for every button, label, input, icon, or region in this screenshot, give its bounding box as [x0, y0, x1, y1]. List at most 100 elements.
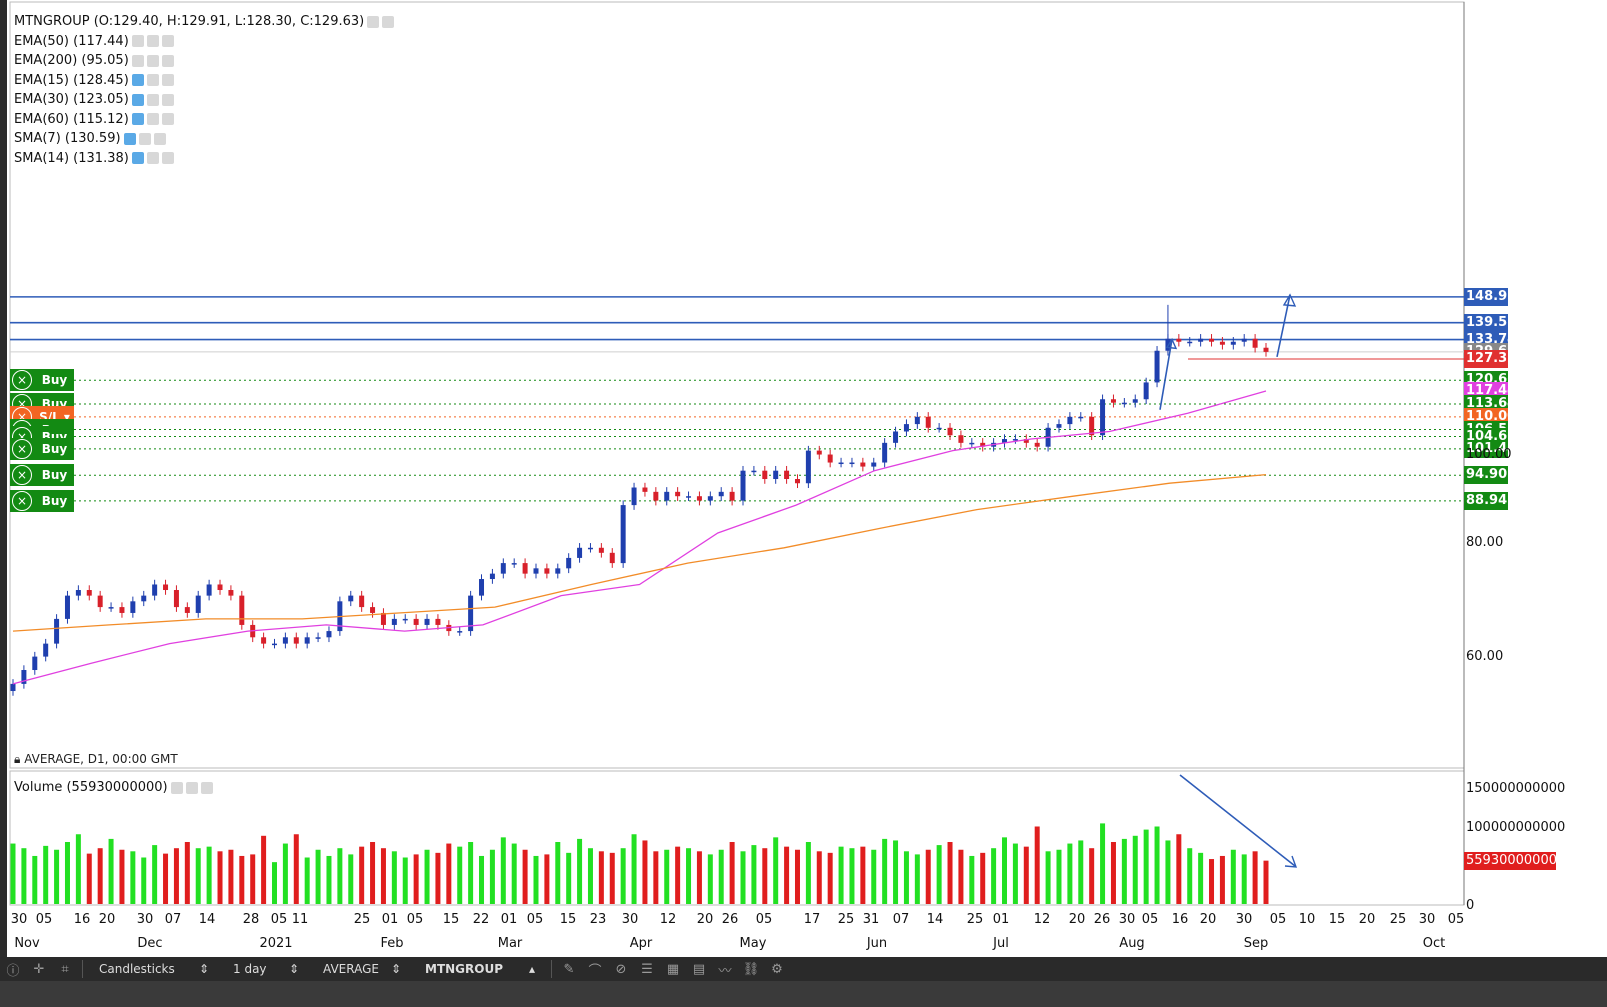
link-icon[interactable]: ⛓	[742, 961, 760, 977]
candle-body	[980, 442, 986, 447]
candle-body	[1078, 416, 1084, 419]
settings-icon[interactable]	[146, 113, 159, 126]
close-icon[interactable]	[161, 35, 174, 48]
indicator-legend: MTNGROUP (O:129.40, H:129.91, L:128.30, …	[14, 12, 395, 168]
candle-body	[707, 496, 713, 501]
visibility-icon[interactable]	[131, 35, 144, 48]
pen-icon[interactable]: ✎	[563, 961, 575, 977]
volume-visibility-icon[interactable]	[170, 781, 183, 794]
candle-body	[380, 612, 386, 625]
time-axis-day-tick: 16	[73, 912, 91, 927]
visibility-icon[interactable]	[123, 132, 136, 145]
volume-bar	[860, 846, 866, 904]
buy-order-button[interactable]: × Buy	[10, 464, 74, 487]
buy-order-button[interactable]: × Buy	[10, 437, 74, 460]
chart-type-select[interactable]: Candlesticks ⇕	[93, 959, 215, 979]
volume-bar	[348, 854, 354, 904]
visibility-icon[interactable]	[131, 152, 144, 165]
candle-body	[784, 470, 790, 480]
chevron-up-icon: ▴	[528, 962, 535, 976]
volume-bar	[402, 857, 408, 904]
crosshair-icon[interactable]: ✛	[33, 961, 45, 977]
settings-icon[interactable]	[146, 74, 159, 87]
volume-bar	[587, 848, 593, 904]
list-icon[interactable]: ☰	[641, 961, 653, 977]
close-icon[interactable]	[161, 54, 174, 67]
volume-bar	[75, 834, 81, 904]
buy-order-button[interactable]: × Buy	[10, 489, 74, 512]
close-order-icon[interactable]: ×	[12, 490, 32, 511]
volume-bar	[119, 849, 125, 904]
candle-body	[653, 491, 659, 501]
timeframe-select[interactable]: 1 day ⇕	[227, 959, 305, 979]
candle-body	[511, 563, 517, 565]
volume-close-icon[interactable]	[200, 781, 213, 794]
time-axis-day-tick: 05	[1447, 912, 1465, 927]
volume-bar	[217, 851, 223, 904]
close-order-icon[interactable]: ×	[12, 465, 32, 486]
candle-body	[577, 547, 583, 558]
indicator-icon[interactable]: 〰	[718, 963, 732, 979]
close-icon[interactable]	[161, 74, 174, 87]
layout-icon[interactable]: ▤	[692, 961, 706, 977]
volume-settings-icon[interactable]	[185, 781, 198, 794]
volume-bar	[261, 835, 267, 904]
volume-bar	[1209, 859, 1215, 904]
visibility-icon[interactable]	[131, 93, 144, 106]
volume-bar	[893, 840, 899, 904]
curve-icon[interactable]: ⌒	[588, 963, 602, 979]
close-icon[interactable]	[161, 113, 174, 126]
time-axis-day-tick: 05	[1269, 912, 1287, 927]
candle-body	[1056, 424, 1062, 428]
gear-icon[interactable]: ⚙	[771, 961, 783, 977]
settings-icon[interactable]	[367, 15, 380, 28]
chevron-updown-icon: ⇕	[288, 962, 299, 976]
visibility-icon[interactable]	[131, 74, 144, 87]
arrowhead	[1282, 293, 1297, 307]
legend-indicator-row: EMA(200) (95.05)	[14, 51, 394, 71]
volume-bar	[337, 848, 343, 904]
volume-bar	[54, 849, 60, 904]
candle-body	[468, 595, 474, 632]
buy-order-button[interactable]: × Buy	[10, 369, 74, 392]
candle-body	[1143, 382, 1149, 400]
volume-bar	[1230, 849, 1236, 904]
symbol-select[interactable]: MTNGROUP ▴	[419, 959, 541, 979]
time-axis-day-tick: 01	[381, 912, 399, 927]
time-axis-month-tick: 2021	[259, 936, 293, 951]
candle-body	[32, 656, 38, 671]
candle-body	[173, 590, 179, 608]
candle-body	[163, 584, 169, 591]
volume-bar	[805, 842, 811, 904]
volume-bar	[1078, 840, 1084, 904]
template-select[interactable]: AVERAGE ⇕	[317, 959, 407, 979]
settings-icon[interactable]	[138, 132, 151, 145]
settings-icon[interactable]	[146, 152, 159, 165]
settings-icon[interactable]	[146, 54, 159, 67]
candle-body	[239, 595, 245, 625]
hide-icon[interactable]: ⊘	[615, 961, 627, 977]
time-axis-day-tick: 30	[621, 912, 639, 927]
chart-canvas[interactable]	[0, 0, 1607, 957]
candle-body	[1198, 338, 1204, 342]
close-icon[interactable]	[161, 93, 174, 106]
info-icon[interactable]: ⓘ	[6, 963, 20, 979]
close-order-icon[interactable]: ×	[12, 438, 32, 459]
close-icon[interactable]	[382, 15, 395, 28]
visibility-icon[interactable]	[131, 54, 144, 67]
visibility-icon[interactable]	[131, 113, 144, 126]
time-axis-day-tick: 05	[1141, 912, 1159, 927]
grid-icon[interactable]: ▦	[666, 961, 680, 977]
candle-body	[696, 496, 702, 501]
volume-bar	[1187, 848, 1193, 904]
crop-icon[interactable]: ⌗	[61, 961, 69, 977]
volume-last-tag: 55930000000	[1464, 852, 1557, 870]
settings-icon[interactable]	[146, 35, 159, 48]
close-icon[interactable]	[153, 132, 166, 145]
settings-icon[interactable]	[146, 93, 159, 106]
close-order-icon[interactable]: ×	[12, 370, 32, 391]
time-axis-day-tick: 12	[1033, 912, 1051, 927]
candle-body	[152, 584, 158, 596]
close-icon[interactable]	[161, 152, 174, 165]
